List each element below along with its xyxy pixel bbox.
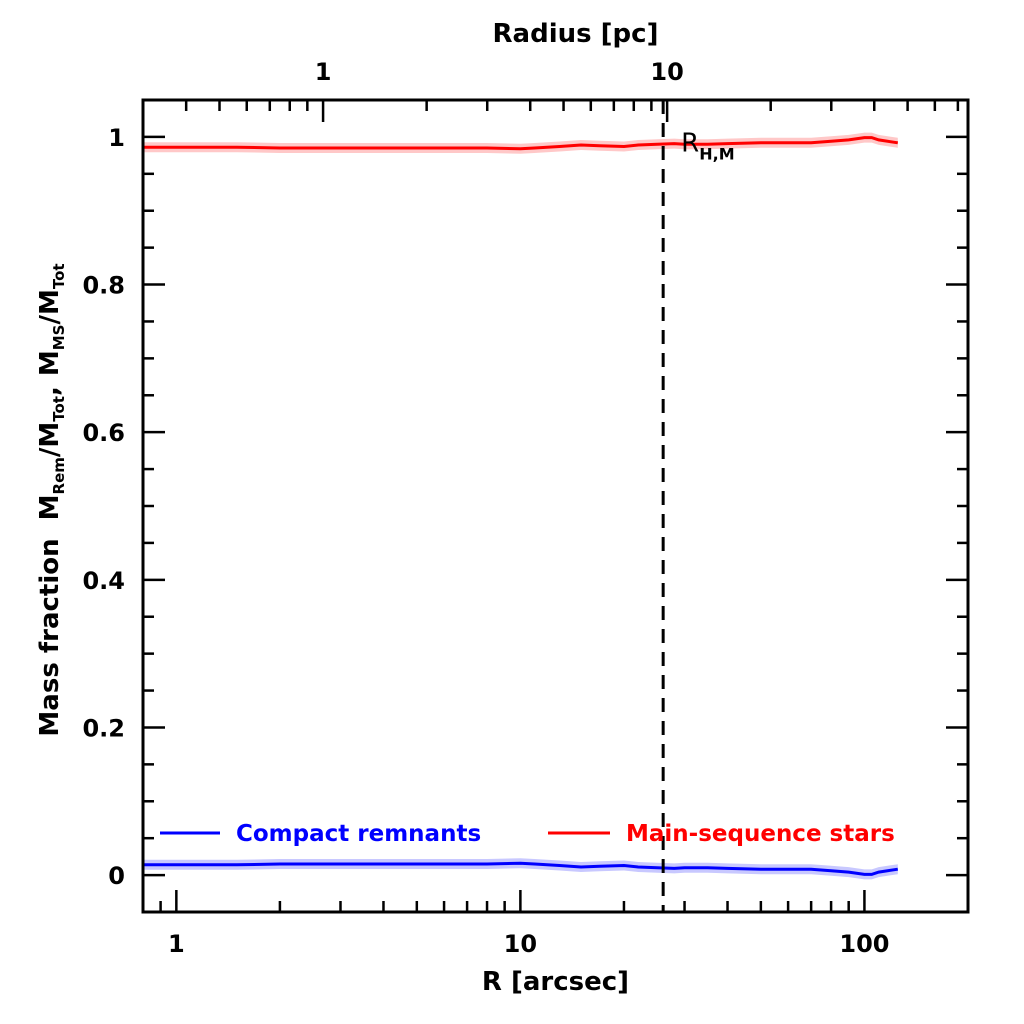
x-top-tick-label: 10 [650,58,683,86]
y-tick-label: 0 [108,862,125,890]
error-bands [143,132,898,880]
legend: Compact remnants Main-sequence stars [160,821,895,847]
series-line-0 [143,861,899,876]
y-tick-label: 0.2 [82,714,125,742]
legend-label-main-sequence: Main-sequence stars [626,821,895,847]
legend-label-compact-remnants: Compact remnants [236,821,481,847]
series-line-1 [143,136,899,151]
axis-ticks [141,98,970,912]
x-axis-label: R [arcsec] [482,967,629,997]
plot-frame [141,98,970,914]
y-tick-label: 0.8 [82,272,125,300]
y-tick-label: 1 [108,124,125,152]
y-label-prefix: Mass fraction [35,538,65,736]
half-mass-radius-label: RH,M [681,129,734,164]
x-tick-label: 10 [504,930,537,958]
x-tick-label: 1 [168,930,185,958]
y-tick-label: 0.6 [82,419,125,447]
x-tick-label: 100 [839,930,889,958]
y-axis-label: Mass fractionMRem/MTot,MMS/MTot [35,263,68,736]
x-top-tick-label: 1 [315,58,332,86]
y-tick-label: 0.4 [82,567,125,595]
series-lines [143,136,899,876]
x-axis-top-label: Radius [pc] [493,19,659,49]
